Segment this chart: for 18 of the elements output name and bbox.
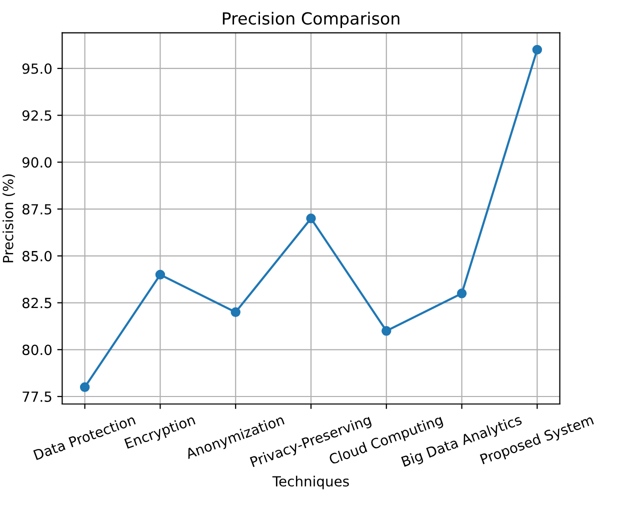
point <box>532 44 542 55</box>
y-axis-title: Precision (%) <box>2 174 15 262</box>
point <box>306 214 316 224</box>
point <box>456 288 467 298</box>
y-tick-label: 82.5 <box>22 298 52 308</box>
point <box>230 307 240 318</box>
y-tick-label: 90.0 <box>22 157 52 168</box>
y-tick-label: 77.5 <box>22 392 52 402</box>
chart-title: Precision Comparison <box>222 12 400 28</box>
y-tick-label: 87.5 <box>22 204 52 215</box>
y-tick-label: 85.0 <box>22 250 52 262</box>
point <box>80 382 90 392</box>
x-axis-title: Techniques <box>272 476 349 490</box>
y-tick-label: 92.5 <box>22 110 52 121</box>
y-tick-label: 80.0 <box>22 344 52 356</box>
y-tick-label: 95.0 <box>22 63 52 74</box>
point <box>155 270 166 280</box>
point <box>382 326 392 336</box>
